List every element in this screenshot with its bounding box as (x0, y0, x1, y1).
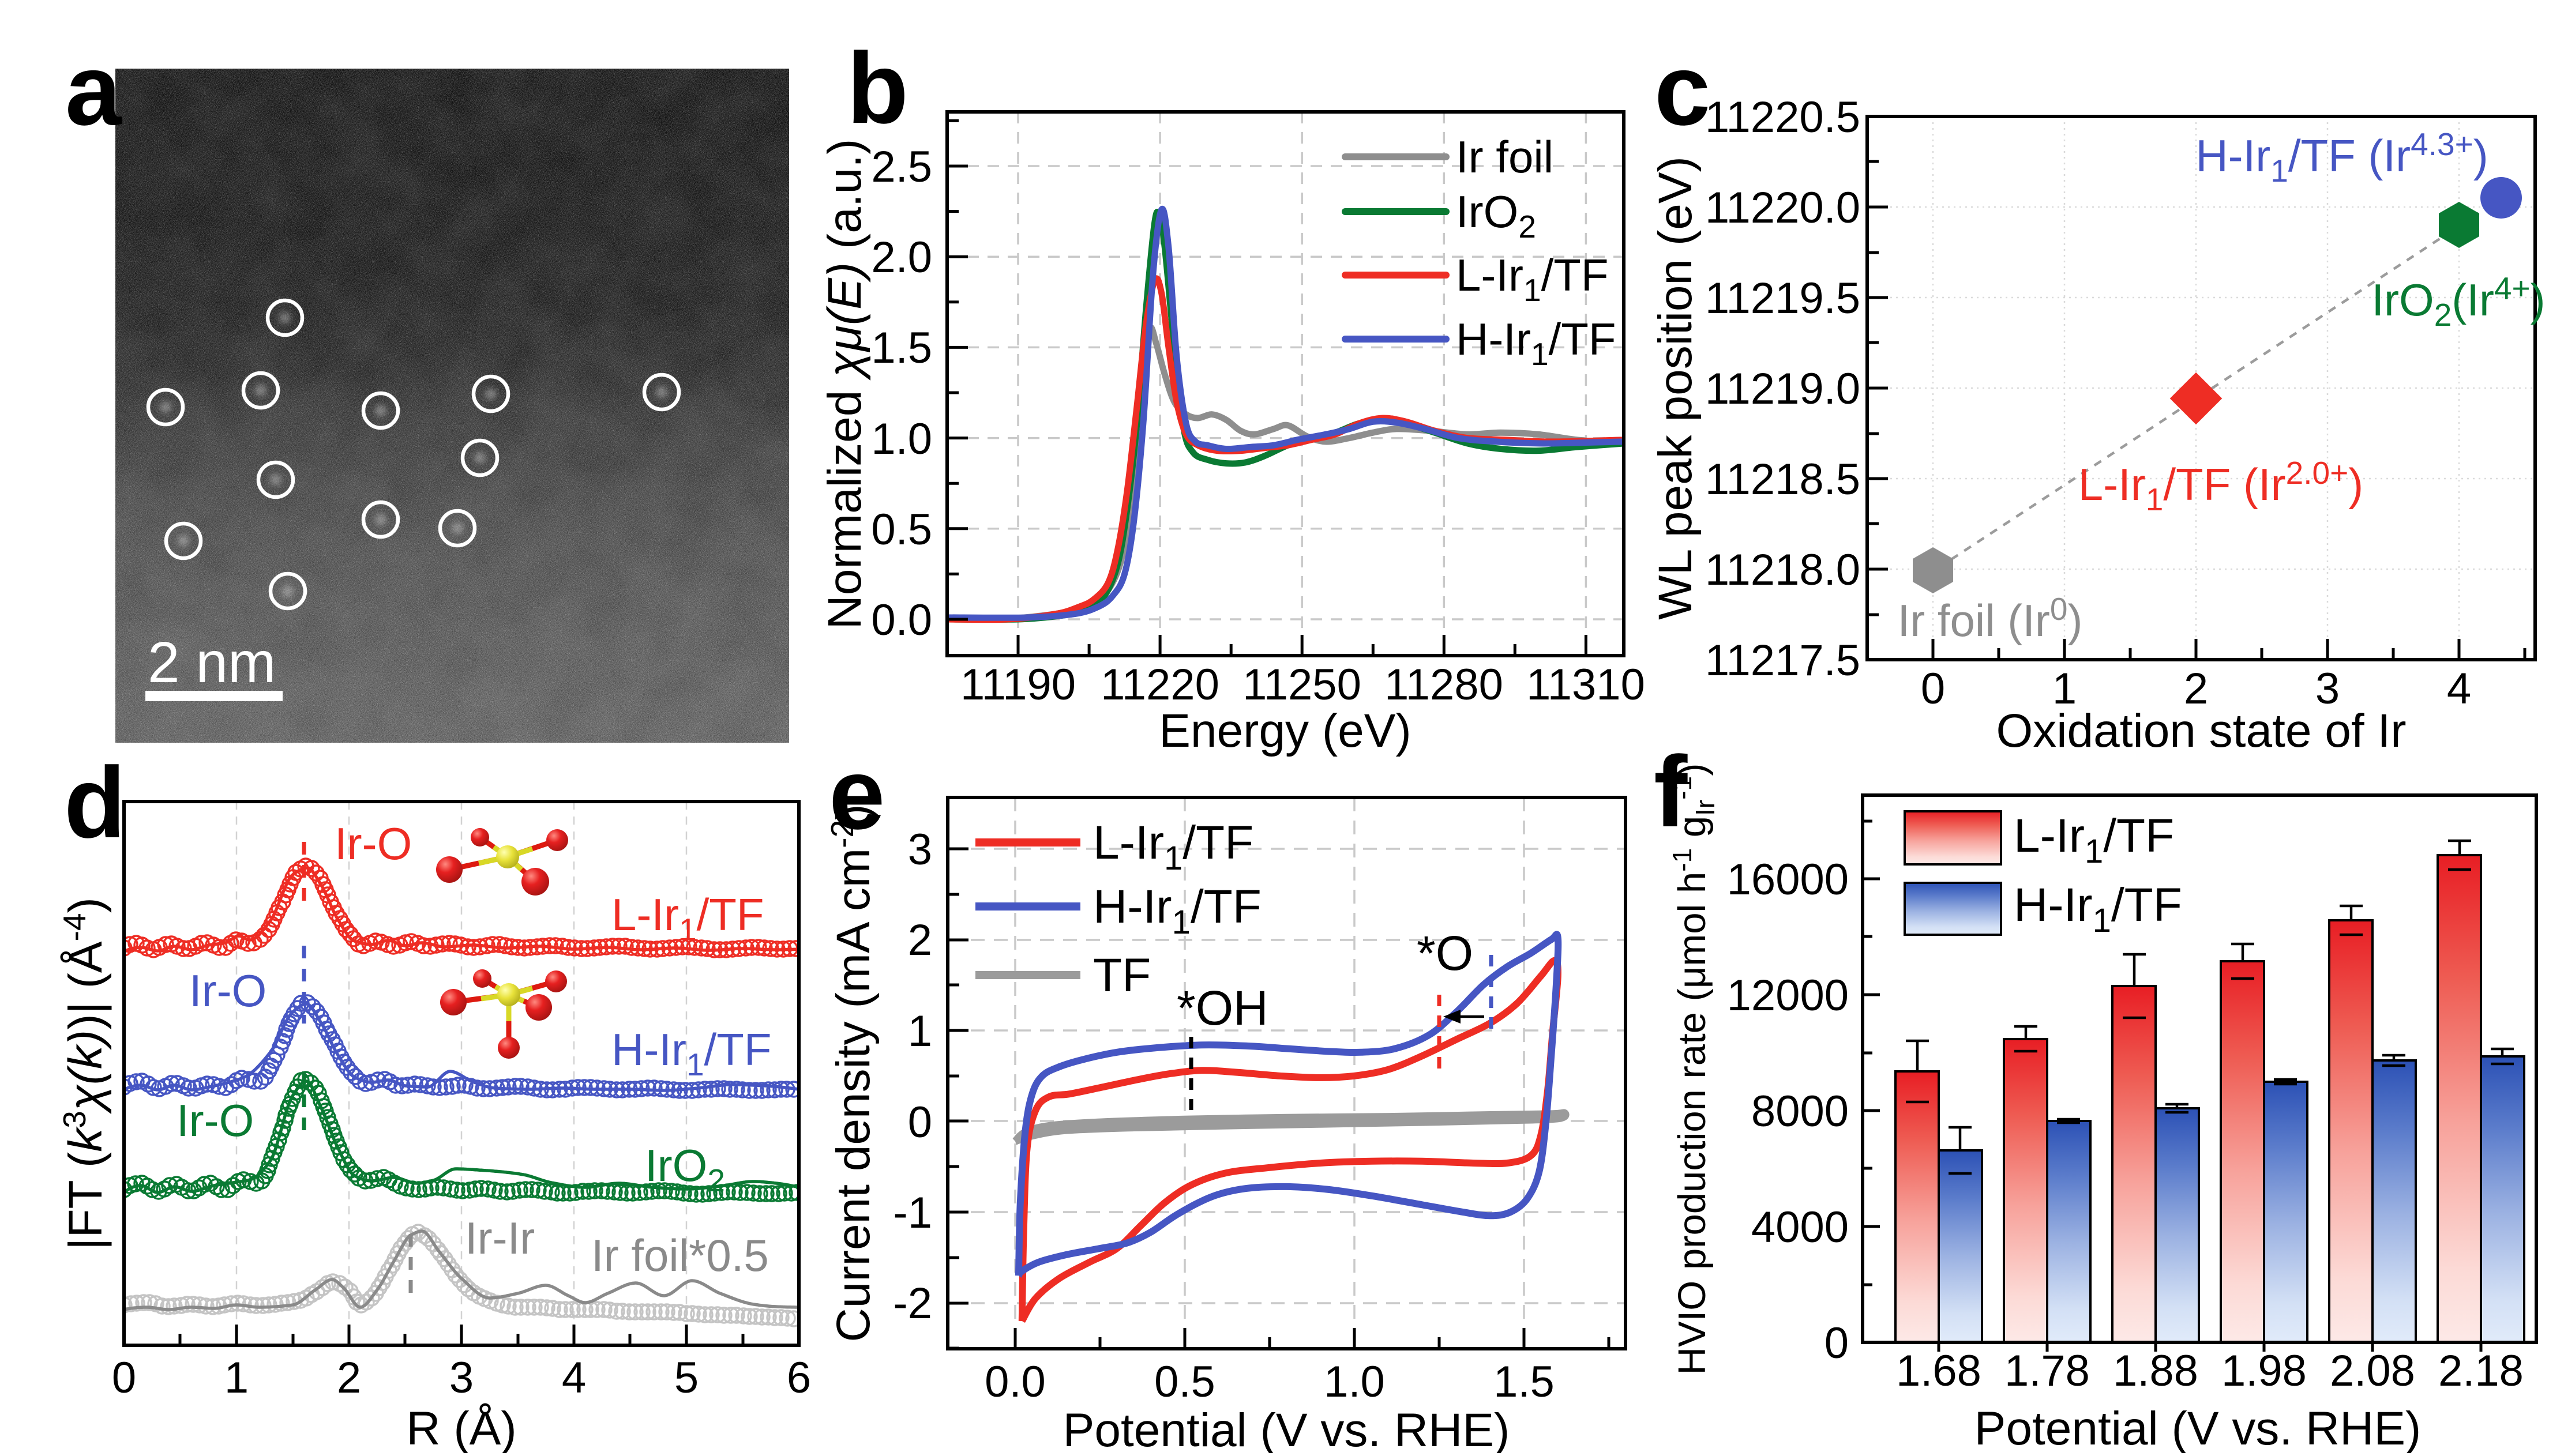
svg-text:3: 3 (449, 1353, 474, 1402)
svg-text:d: d (64, 747, 126, 859)
svg-text:R (Å): R (Å) (406, 1402, 516, 1453)
svg-text:2: 2 (908, 916, 932, 965)
svg-text:0.5: 0.5 (871, 505, 932, 554)
svg-text:1.5: 1.5 (1493, 1357, 1555, 1406)
svg-text:Ir-O: Ir-O (335, 818, 412, 869)
svg-text:Ir-O: Ir-O (189, 965, 266, 1016)
svg-text:Ir-Ir: Ir-Ir (465, 1213, 535, 1263)
svg-text:2 nm: 2 nm (148, 630, 276, 695)
svg-text:11280: 11280 (1384, 660, 1503, 709)
svg-text:-2: -2 (893, 1279, 932, 1328)
svg-text:3: 3 (2315, 664, 2340, 713)
svg-text:2.0: 2.0 (871, 233, 932, 282)
svg-text:2.18: 2.18 (2438, 1346, 2524, 1395)
svg-text:0: 0 (1825, 1319, 1849, 1368)
svg-text:1.88: 1.88 (2113, 1346, 2198, 1395)
svg-text:Potential (V vs. RHE): Potential (V vs. RHE) (1974, 1402, 2422, 1453)
svg-text:0: 0 (112, 1353, 136, 1402)
svg-text:5: 5 (674, 1353, 699, 1402)
svg-text:L-Ir1/TF: L-Ir1/TF (1093, 817, 1253, 877)
svg-text:1.0: 1.0 (871, 415, 932, 464)
svg-text:*O: *O (1417, 926, 1473, 980)
svg-text:11219.5: 11219.5 (1705, 274, 1860, 323)
svg-text:1.68: 1.68 (1896, 1346, 1981, 1395)
svg-text:0.5: 0.5 (1154, 1357, 1215, 1406)
svg-text:0.0: 0.0 (871, 596, 932, 645)
svg-text:2: 2 (2184, 664, 2208, 713)
svg-text:Ir foil*0.5: Ir foil*0.5 (591, 1230, 769, 1281)
svg-text:Normalized χμ(E) (a.u.): Normalized χμ(E) (a.u.) (819, 139, 871, 630)
svg-text:1.5: 1.5 (871, 323, 932, 373)
svg-text:Energy (eV): Energy (eV) (1159, 705, 1411, 757)
svg-text:TF: TF (1093, 949, 1151, 1002)
svg-text:a: a (65, 34, 122, 146)
svg-text:11250: 11250 (1242, 660, 1361, 709)
svg-text:Current density (mA cm-2): Current density (mA cm-2) (824, 804, 880, 1342)
svg-text:1.98: 1.98 (2221, 1346, 2307, 1395)
svg-text:Ir-O: Ir-O (177, 1095, 254, 1146)
svg-text:1: 1 (224, 1353, 249, 1402)
svg-text:H-Ir1/TF (Ir4.3+): H-Ir1/TF (Ir4.3+) (2195, 126, 2488, 189)
svg-text:b: b (847, 32, 909, 145)
svg-text:11218.0: 11218.0 (1705, 545, 1860, 595)
svg-text:11217.5: 11217.5 (1705, 636, 1860, 685)
svg-text:11220.0: 11220.0 (1705, 183, 1860, 232)
svg-text:11220: 11220 (1101, 660, 1219, 709)
svg-text:1.0: 1.0 (1324, 1357, 1385, 1406)
svg-text:-1: -1 (893, 1188, 932, 1237)
svg-text:Potential (V vs. RHE): Potential (V vs. RHE) (1063, 1404, 1510, 1453)
svg-text:1: 1 (908, 1007, 932, 1056)
svg-text:|FT (k3χ(k))| (Å-4): |FT (k3χ(k))| (Å-4) (57, 897, 112, 1250)
svg-text:4: 4 (2447, 664, 2471, 713)
svg-text:4000: 4000 (1751, 1203, 1849, 1252)
svg-text:6: 6 (787, 1353, 811, 1402)
svg-text:11219.0: 11219.0 (1705, 364, 1860, 413)
svg-text:c: c (1654, 34, 1710, 146)
svg-text:Oxidation state of Ir: Oxidation state of Ir (1996, 705, 2406, 757)
svg-text:11190: 11190 (960, 660, 1076, 709)
svg-text:*OH: *OH (1177, 981, 1268, 1035)
svg-text:8000: 8000 (1751, 1087, 1849, 1136)
svg-text:e: e (829, 738, 885, 851)
svg-text:f: f (1654, 736, 1688, 848)
svg-text:12000: 12000 (1727, 971, 1849, 1020)
svg-text:4: 4 (562, 1353, 586, 1402)
svg-text:11218.5: 11218.5 (1705, 455, 1860, 504)
svg-text:2: 2 (337, 1353, 361, 1402)
svg-text:3: 3 (908, 825, 932, 874)
svg-text:0: 0 (908, 1098, 932, 1147)
svg-text:2.5: 2.5 (871, 142, 932, 191)
svg-text:H-Ir1/TF: H-Ir1/TF (1093, 881, 1262, 941)
svg-text:WL peak position (eV): WL peak position (eV) (1649, 156, 1702, 620)
svg-text:2.08: 2.08 (2330, 1346, 2415, 1395)
svg-text:11220.5: 11220.5 (1705, 93, 1860, 142)
svg-text:16000: 16000 (1727, 855, 1849, 904)
svg-text:0: 0 (1921, 664, 1945, 713)
svg-text:Ir foil: Ir foil (1456, 131, 1553, 182)
svg-text:1: 1 (2052, 664, 2077, 713)
svg-text:11310: 11310 (1526, 660, 1645, 709)
svg-text:1.78: 1.78 (2004, 1346, 2090, 1395)
svg-text:H-Ir1/TF: H-Ir1/TF (2014, 879, 2182, 939)
svg-text:0.0: 0.0 (985, 1357, 1046, 1406)
